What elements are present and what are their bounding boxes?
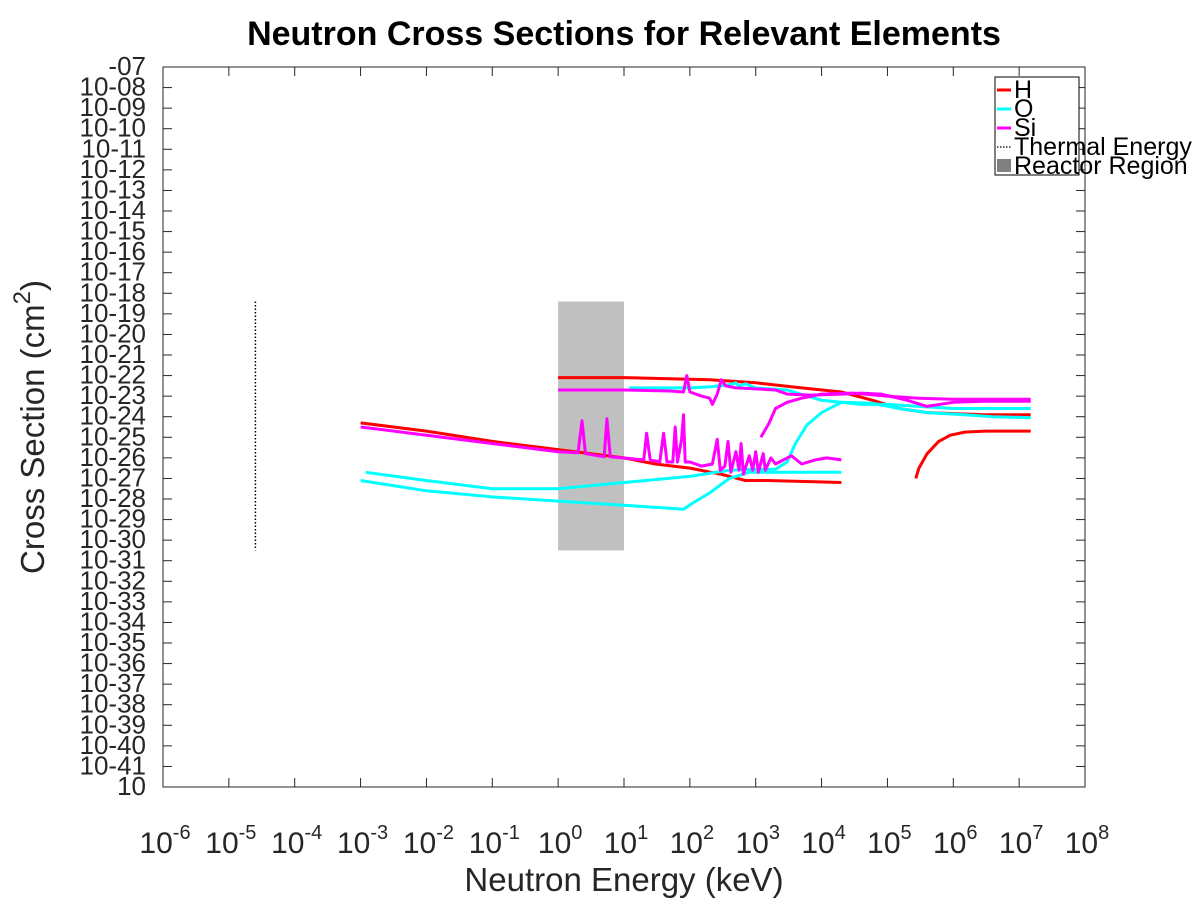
x-tick-label: 107 [999, 822, 1043, 860]
y-tick-label: 10-41 [80, 750, 147, 780]
x-tick-label: 10-3 [337, 822, 388, 860]
series-line-h [360, 421, 842, 484]
y-tick-label: -07 [108, 51, 146, 81]
y-tick-label: 10-12 [80, 154, 147, 184]
x-tick-label: 103 [735, 822, 780, 860]
y-tick-label: 10-35 [80, 627, 147, 657]
y-tick-label: 10-09 [80, 92, 147, 122]
y-tick-label: 10-08 [80, 72, 147, 102]
y-tick-label: 10-30 [80, 524, 147, 554]
x-axis-title: Neutron Energy (keV) [464, 861, 783, 898]
y-tick-label: 10-10 [80, 113, 147, 143]
x-tick-label: 101 [604, 822, 649, 860]
y-axis-title: Cross Section (cm2) [9, 280, 51, 574]
legend-box [994, 76, 1080, 176]
y-tick-label: 10-26 [80, 442, 147, 472]
plot-area [162, 66, 1086, 788]
legend-label: Reactor Region [1014, 152, 1188, 180]
x-tick-label: 10-6 [139, 822, 190, 860]
y-tick-label: 10-27 [80, 462, 147, 492]
x-tick-label: 102 [670, 822, 715, 860]
y-tick-label: 10-22 [80, 360, 147, 390]
chart-title: Neutron Cross Sections for Relevant Elem… [247, 15, 1001, 53]
y-tick-label: 10-18 [80, 277, 147, 307]
y-tick-label: 10-21 [80, 339, 147, 369]
y-tick-label: 10-36 [80, 648, 147, 678]
y-tick-label: 10-24 [80, 401, 147, 431]
legend-swatch [997, 159, 1011, 172]
x-tick-label: 106 [933, 822, 978, 860]
y-tick-label: 10-20 [80, 318, 147, 348]
y-tick-label: 10-33 [80, 586, 147, 616]
legend-label: H [1014, 76, 1032, 104]
x-tick-label: 104 [801, 822, 846, 860]
series-line-si [558, 374, 1031, 408]
series-line-o [365, 400, 1031, 491]
series-line-si [360, 413, 842, 476]
y-axis: -0710-0810-0910-1010-1110-1210-1310-1410… [80, 51, 1085, 801]
y-tick-label: 10-11 [81, 133, 146, 163]
x-tick-label: 10-4 [271, 822, 322, 860]
y-tick-label: 10-14 [80, 195, 147, 225]
y-tick-label: 10-34 [80, 606, 147, 636]
y-tick-label: 10-38 [80, 689, 147, 719]
legend-label: O [1014, 95, 1033, 123]
y-tick-label: 10-40 [80, 730, 147, 760]
x-tick-label: 10-5 [205, 822, 256, 860]
y-tick-label: 10-19 [80, 298, 147, 328]
y-tick-label: 10-39 [80, 709, 147, 739]
x-tick-label: 10-1 [469, 822, 520, 860]
y-tick-label: 10-15 [80, 216, 147, 246]
y-tick-label: 10 [117, 771, 146, 801]
series-line-si [759, 391, 1031, 439]
x-tick-label: 108 [1065, 822, 1110, 860]
y-tick-label: 10-25 [80, 421, 147, 451]
legend-label: Thermal Energy [1014, 133, 1192, 161]
y-tick-label: 10-17 [80, 257, 147, 287]
x-tick-label: 100 [538, 822, 583, 860]
y-tick-label: 10-32 [80, 565, 147, 595]
x-tick-label: 10-2 [403, 822, 454, 860]
reactor-region [558, 301, 624, 551]
y-tick-label: 10-16 [80, 236, 147, 266]
series-line-h [914, 429, 1031, 479]
series-line-o [360, 470, 842, 511]
y-tick-label: 10-23 [80, 380, 147, 410]
y-tick-label: 10-28 [80, 483, 147, 513]
y-tick-label: 10-13 [80, 174, 147, 204]
y-tick-label: 10-31 [80, 545, 147, 575]
y-tick-label: 10-37 [80, 668, 147, 698]
x-tick-label: 105 [867, 822, 912, 860]
legend-label: Si [1014, 114, 1036, 142]
y-tick-label: 10-29 [80, 504, 147, 534]
